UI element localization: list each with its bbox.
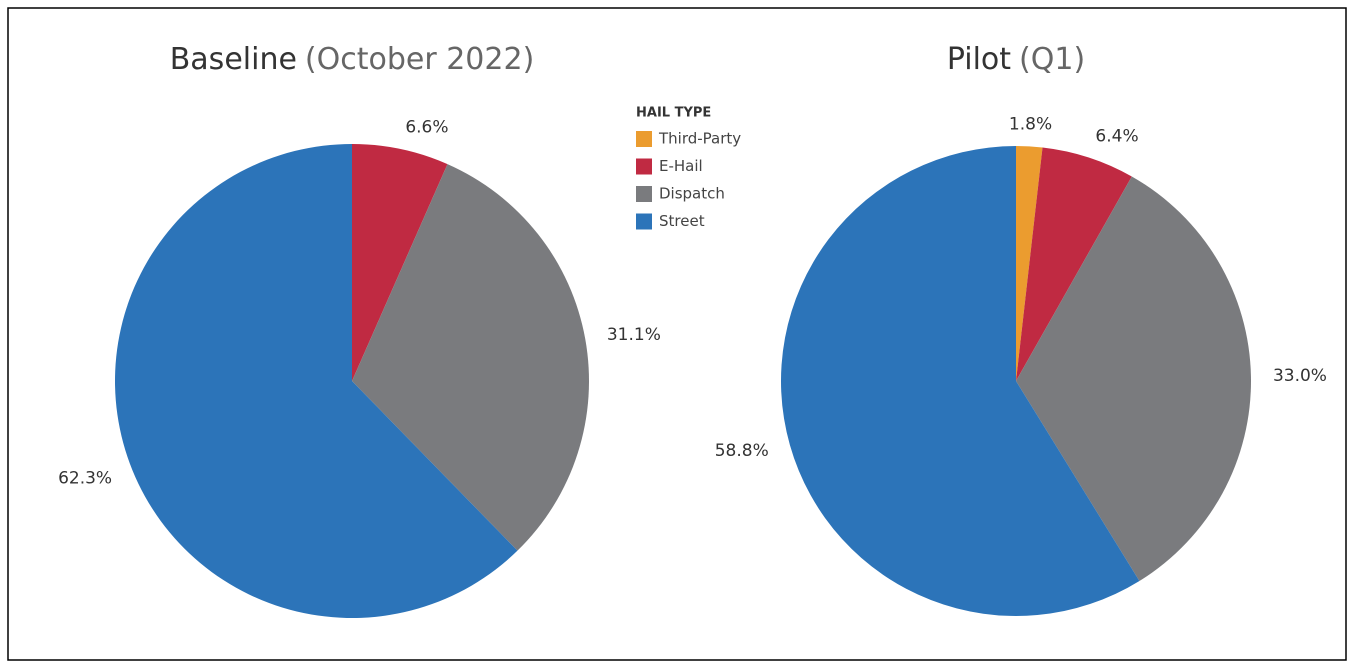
data-label: 33.0% — [1273, 366, 1327, 386]
frame — [7, 7, 1347, 661]
data-label: 1.8% — [1009, 114, 1052, 134]
title: Baseline — [170, 42, 297, 77]
data-label: 6.6% — [405, 118, 448, 138]
pie-slice — [1016, 176, 1251, 581]
pie-slice — [780, 146, 1140, 616]
data-label: 6.4% — [1095, 127, 1138, 147]
legend-label: Street — [659, 212, 705, 230]
pie-slice — [352, 164, 589, 551]
legend-swatch — [636, 213, 652, 230]
data-label: 62.3% — [58, 469, 112, 489]
legend-swatch — [636, 131, 652, 147]
data-label: 31.1% — [607, 325, 661, 345]
chart-title: Baseline (October 2022) — [170, 42, 535, 77]
chart-title: Pilot (Q1) — [947, 42, 1085, 77]
pie-slice — [114, 144, 518, 618]
legend-label: E-Hail — [659, 157, 703, 175]
legend-title: HAIL TYPE — [636, 106, 711, 121]
pie-slice — [1016, 146, 1043, 381]
title: Pilot — [947, 42, 1011, 77]
data-label: 58.8% — [715, 441, 769, 461]
legend-label: Dispatch — [659, 185, 725, 203]
pie-slice — [352, 144, 448, 381]
legend-swatch — [636, 158, 652, 175]
legend-label: Third-Party — [658, 130, 741, 148]
subtitle: (Q1) — [1019, 42, 1085, 77]
subtitle: (October 2022) — [305, 42, 534, 77]
legend-swatch — [636, 186, 652, 202]
pie-slice — [1016, 147, 1132, 381]
